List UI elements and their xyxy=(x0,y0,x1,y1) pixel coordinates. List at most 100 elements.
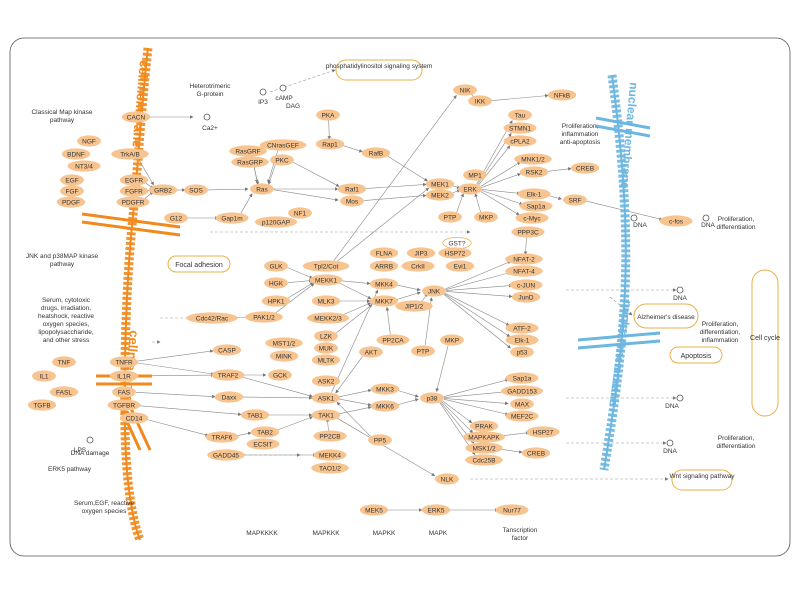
node-pp2cb[interactable]: PP2CB xyxy=(313,430,347,442)
node-tnfr[interactable]: TNFR xyxy=(109,356,139,368)
node-pka[interactable]: PKA xyxy=(316,109,340,121)
node-jip3[interactable]: JIP3 xyxy=(406,247,436,259)
node-cd14[interactable]: CD14 xyxy=(119,412,149,424)
node-il1r[interactable]: IL1R xyxy=(109,370,139,382)
node-egfr[interactable]: EGFR xyxy=(119,174,149,186)
node-gap1m[interactable]: Gap1m xyxy=(215,212,249,224)
node-tgfb[interactable]: TGFB xyxy=(27,399,57,411)
focal-adhesion-box[interactable] xyxy=(167,255,231,273)
node-pdgfr[interactable]: PDGFR xyxy=(116,196,150,208)
node-elk1a[interactable]: Elk-1 xyxy=(517,188,551,200)
node-pdgf[interactable]: PDGF xyxy=(56,196,86,208)
node-fasl[interactable]: FASL xyxy=(49,386,79,398)
node-cdc42rac[interactable]: Cdc42/Rac xyxy=(186,312,238,324)
node-nlk[interactable]: NLK xyxy=(435,473,459,485)
node-tau[interactable]: Tau xyxy=(508,109,532,121)
node-nfkb[interactable]: NFkB xyxy=(547,89,577,101)
node-cpla2[interactable]: cPLA2 xyxy=(503,135,537,147)
node-p53[interactable]: p53 xyxy=(510,346,534,358)
node-glk[interactable]: GLK xyxy=(264,260,288,272)
node-mekk4[interactable]: MEKK4 xyxy=(313,449,347,461)
node-nfat2[interactable]: NFAT-2 xyxy=(505,253,543,265)
node-sap1a2[interactable]: Sap1a xyxy=(505,372,539,384)
node-cfos[interactable]: c-fos xyxy=(659,215,693,227)
node-mef2c[interactable]: MEF2C xyxy=(505,410,539,422)
node-traf6[interactable]: TRAF6 xyxy=(205,431,239,443)
node-lzk[interactable]: LZK xyxy=(314,330,338,342)
node-egf[interactable]: EGF xyxy=(60,174,84,186)
node-jip12[interactable]: JIP1/2 xyxy=(395,300,433,312)
wnt-box[interactable] xyxy=(671,469,733,491)
node-jnk[interactable]: JNK xyxy=(422,285,446,297)
node-ask1[interactable]: ASK1 xyxy=(311,392,341,404)
node-hgk[interactable]: HGK xyxy=(264,277,288,289)
node-mlk3[interactable]: MLK3 xyxy=(311,295,341,307)
node-mek1[interactable]: MEK1 xyxy=(425,178,455,190)
node-prak[interactable]: PRAK xyxy=(469,420,499,432)
node-p38[interactable]: p38 xyxy=(420,392,444,404)
node-hpk1[interactable]: HPK1 xyxy=(261,295,291,307)
node-gadd153[interactable]: GADD153 xyxy=(500,385,544,397)
apoptosis-box[interactable] xyxy=(669,346,723,364)
node-mkk7[interactable]: MKK7 xyxy=(369,295,399,307)
node-hsp27[interactable]: HSP27 xyxy=(526,426,560,438)
node-mkp2[interactable]: MKP xyxy=(440,334,464,346)
node-mst12[interactable]: MST1/2 xyxy=(265,337,303,349)
node-nik[interactable]: NIK xyxy=(453,84,477,96)
node-nfat4[interactable]: NFAT-4 xyxy=(505,265,543,277)
node-ras[interactable]: Ras xyxy=(250,183,274,195)
node-ikk[interactable]: IKK xyxy=(468,95,492,107)
node-srf[interactable]: SRF xyxy=(563,194,587,206)
node-tak1[interactable]: TAK1 xyxy=(311,409,341,421)
cell-cycle-box[interactable] xyxy=(751,269,779,417)
node-raf1[interactable]: Raf1 xyxy=(337,183,367,195)
node-hsp72[interactable]: HSP72 xyxy=(438,247,472,259)
node-tgfbr[interactable]: TGFBR xyxy=(107,399,141,411)
node-max[interactable]: MAX xyxy=(510,398,534,410)
node-cnrasgef[interactable]: CNrasGEF xyxy=(259,139,307,151)
node-p120gap[interactable]: p120GAP xyxy=(254,216,298,228)
node-ask2[interactable]: ASK2 xyxy=(311,375,341,387)
node-cacn[interactable]: CACN xyxy=(121,111,151,123)
node-crkii[interactable]: CrkII xyxy=(401,260,435,272)
node-casp[interactable]: CASP xyxy=(212,344,242,356)
node-rasgrf[interactable]: RasGRF xyxy=(229,145,267,157)
node-fgfr[interactable]: FGFR xyxy=(119,185,149,197)
node-mekk1[interactable]: MEKK1 xyxy=(309,274,343,286)
node-arrb[interactable]: ARRB xyxy=(369,260,399,272)
node-evi1[interactable]: Evi1 xyxy=(445,260,475,272)
node-nur77[interactable]: Nur77 xyxy=(495,504,529,516)
node-g12[interactable]: G12 xyxy=(164,212,188,224)
node-mkk4[interactable]: MKK4 xyxy=(369,278,399,290)
node-rasgrp[interactable]: RasGRP xyxy=(231,156,269,168)
node-stmn1[interactable]: STMN1 xyxy=(503,122,537,134)
node-mkk6[interactable]: MKK6 xyxy=(370,400,400,412)
node-ppp3c[interactable]: PPP3C xyxy=(511,226,545,238)
node-gst[interactable]: GST? xyxy=(442,236,472,249)
node-pkc[interactable]: PKC xyxy=(270,154,294,166)
node-mink[interactable]: MINK xyxy=(269,350,299,362)
node-sap1a1[interactable]: Sap1a xyxy=(519,200,553,212)
node-akt[interactable]: AKT xyxy=(359,346,383,358)
node-mltk[interactable]: MLTK xyxy=(311,354,341,366)
node-ptp1[interactable]: PTP xyxy=(438,211,462,223)
node-tnf[interactable]: TNF xyxy=(52,356,76,368)
node-ngf[interactable]: NGF xyxy=(77,135,101,147)
node-cjun[interactable]: c-JUN xyxy=(509,279,543,291)
node-daxx[interactable]: Daxx xyxy=(214,391,244,403)
node-traf2[interactable]: TRAF2 xyxy=(211,369,245,381)
node-tao12[interactable]: TAO1/2 xyxy=(311,462,349,474)
node-nf1[interactable]: NF1 xyxy=(288,207,312,219)
node-elk1b[interactable]: Elk-1 xyxy=(505,334,539,346)
phosphatidylinositol-box[interactable] xyxy=(335,59,423,81)
node-tab2[interactable]: TAB2 xyxy=(250,426,280,438)
node-mkk3[interactable]: MKK3 xyxy=(370,383,400,395)
node-erk[interactable]: ERK xyxy=(458,183,482,195)
node-jund[interactable]: JunD xyxy=(511,291,541,303)
node-grb2[interactable]: GRB2 xyxy=(148,184,178,196)
node-fas[interactable]: FAS xyxy=(112,386,136,398)
node-mnk12[interactable]: MNK1/2 xyxy=(514,153,552,165)
node-mek5[interactable]: MEK5 xyxy=(359,504,389,516)
node-pp5[interactable]: PP5 xyxy=(368,434,392,446)
node-mapkapk[interactable]: MAPKAPK xyxy=(462,431,506,443)
